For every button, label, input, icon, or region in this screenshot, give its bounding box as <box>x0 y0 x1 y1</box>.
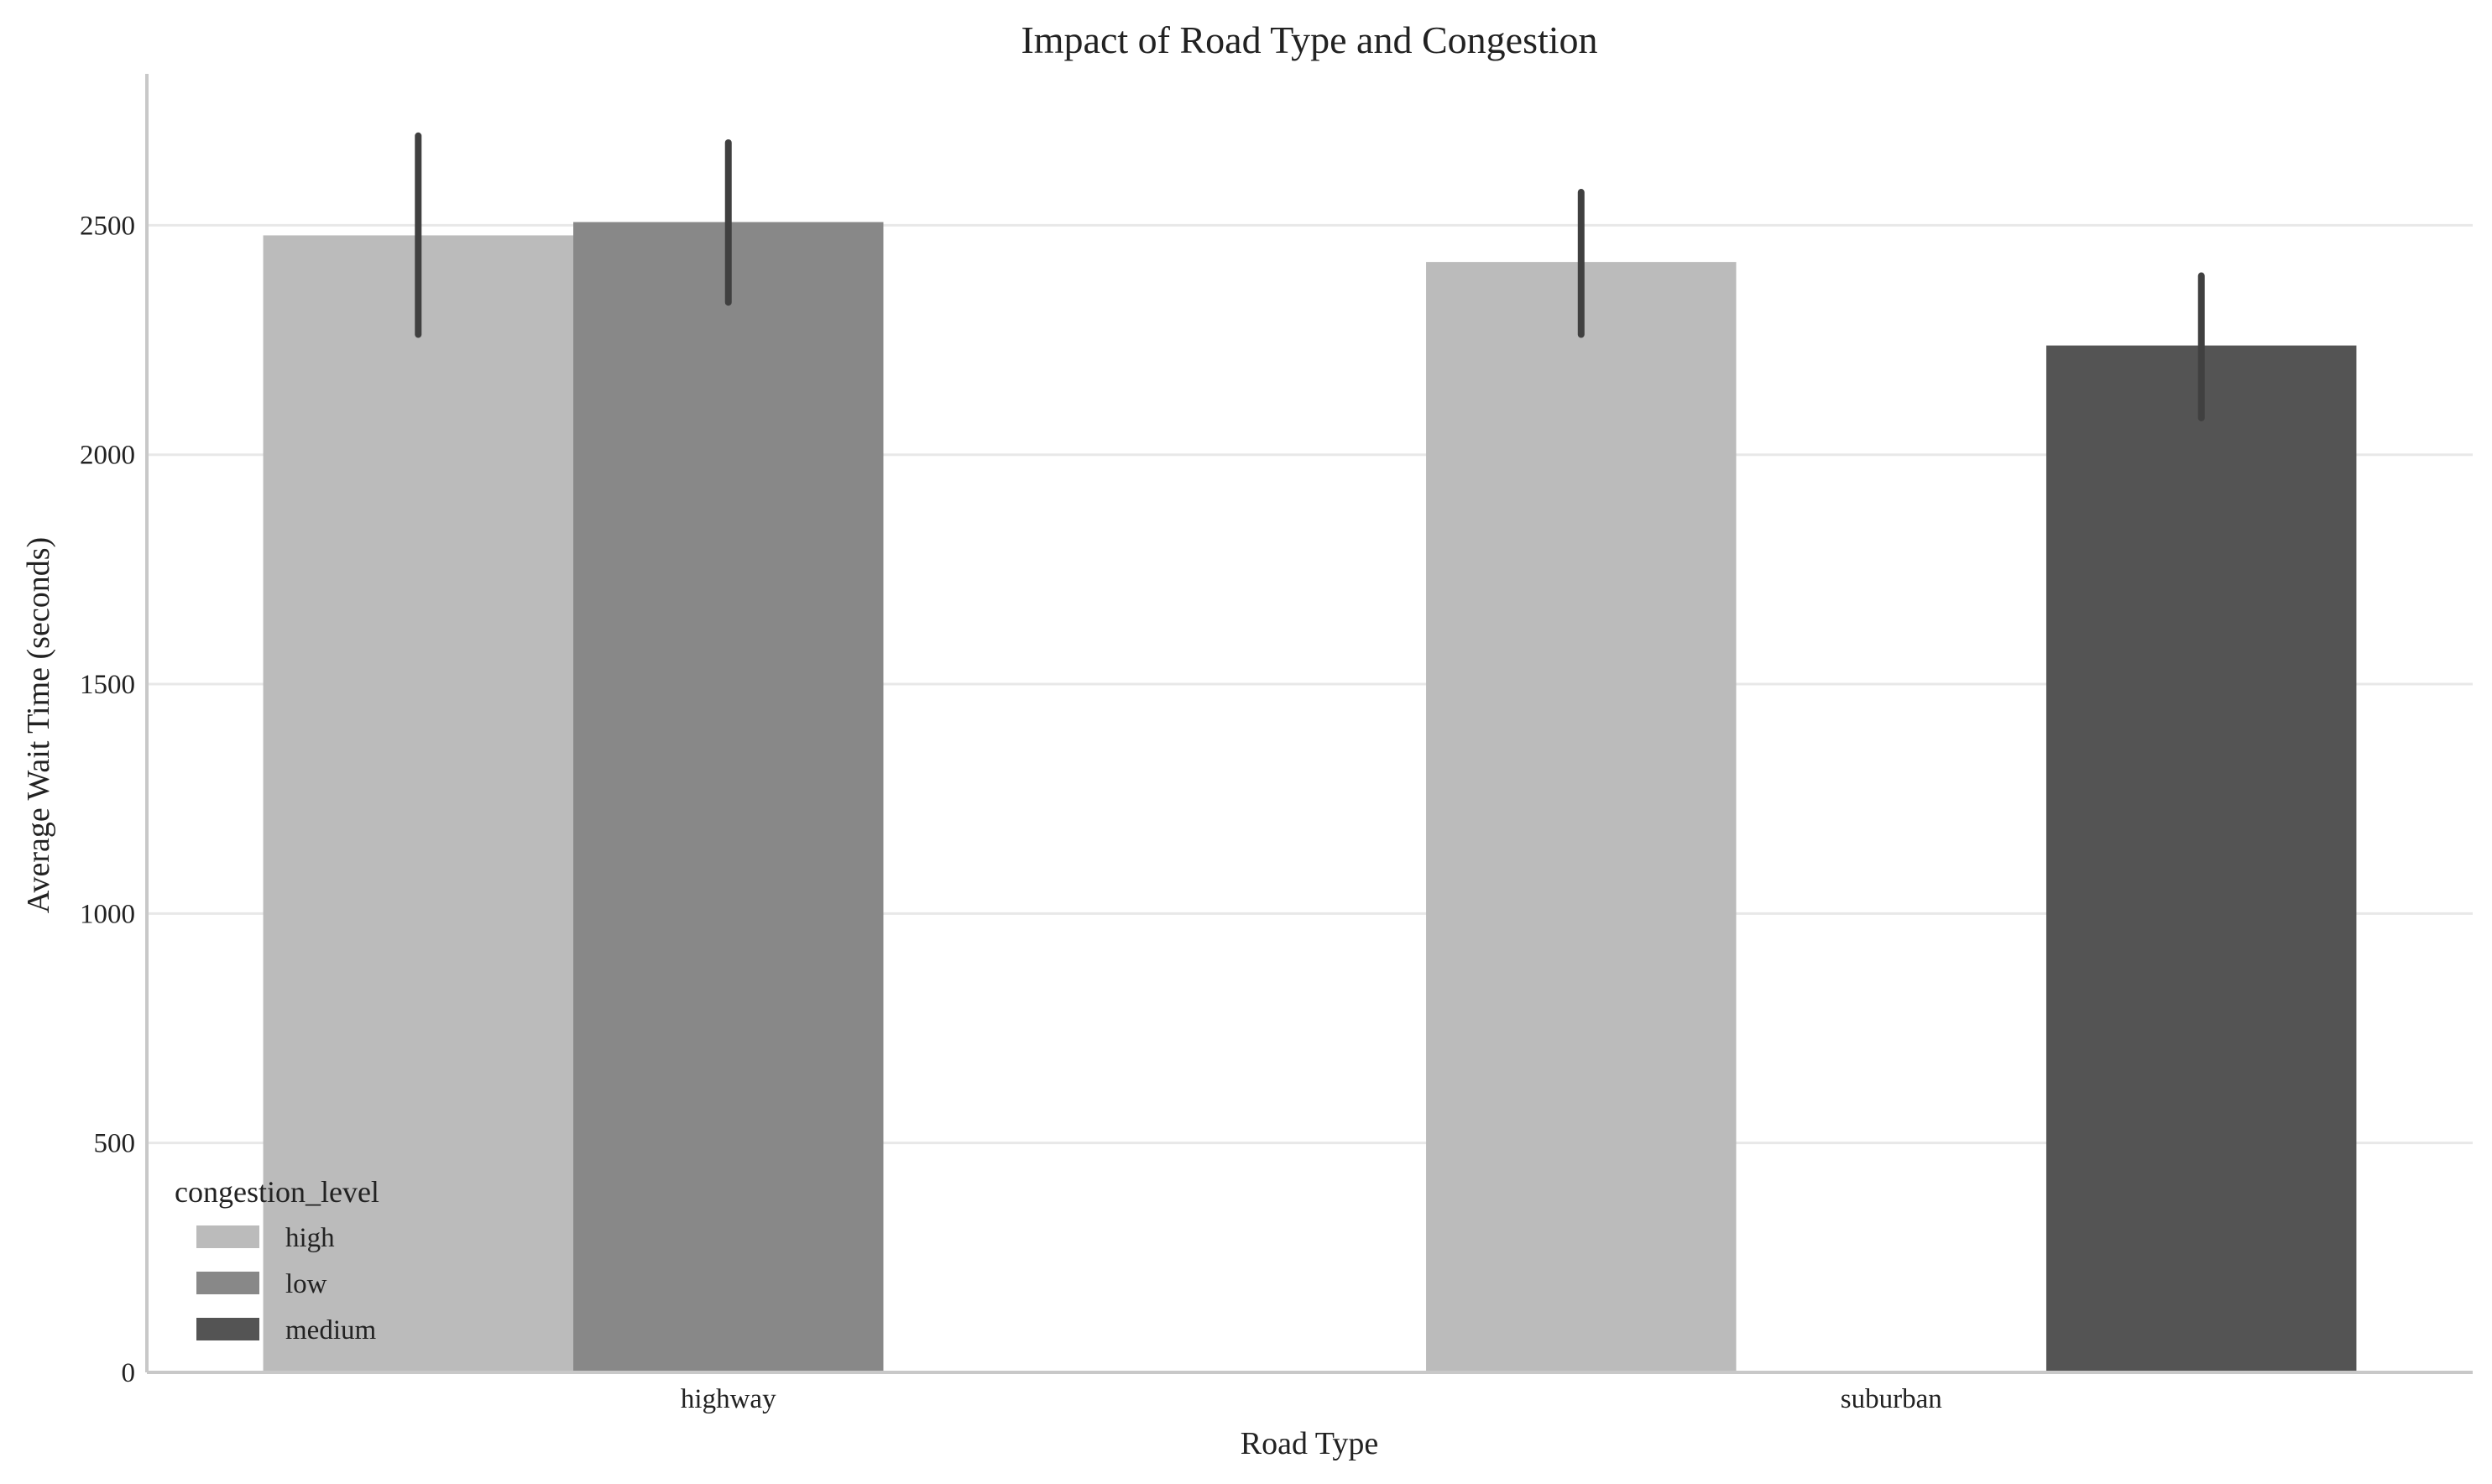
y-tick-label: 500 <box>94 1129 136 1159</box>
legend-title: congestion_level <box>175 1175 379 1209</box>
legend-label-medium: medium <box>285 1315 376 1346</box>
bar-suburban-medium <box>2045 345 2357 1372</box>
legend-label-low: low <box>285 1269 327 1299</box>
y-tick-label: 2000 <box>80 441 135 471</box>
axes <box>145 74 2473 1374</box>
bar-highway-low <box>573 222 884 1373</box>
legend-swatch-low <box>196 1272 259 1294</box>
x-tick-labels: highway suburban <box>681 1384 1942 1414</box>
x-tick-label-suburban: suburban <box>1841 1384 1942 1414</box>
bar-suburban-high <box>1426 262 1737 1373</box>
y-tick-labels: 0 500 1000 1500 2000 2500 <box>80 211 135 1388</box>
y-tick-label: 1500 <box>80 670 135 700</box>
legend-swatch-high <box>196 1225 259 1248</box>
legend-label-high: high <box>285 1223 335 1253</box>
y-tick-label: 0 <box>122 1358 136 1388</box>
x-axis-title: Road Type <box>1241 1426 1378 1461</box>
legend: congestion_level high low medium <box>175 1175 379 1346</box>
legend-swatch-medium <box>196 1318 259 1340</box>
y-axis-title: Average Wait Time (seconds) <box>21 537 56 913</box>
chart-title: Impact of Road Type and Congestion <box>1021 18 1597 61</box>
error-bars <box>415 132 2205 421</box>
bar-highway-high <box>263 235 574 1373</box>
y-tick-label: 1000 <box>80 899 135 929</box>
legend-entries: high low medium <box>196 1223 376 1346</box>
y-tick-label: 2500 <box>80 211 135 241</box>
x-tick-label-highway: highway <box>681 1384 776 1414</box>
bars <box>263 222 2357 1373</box>
